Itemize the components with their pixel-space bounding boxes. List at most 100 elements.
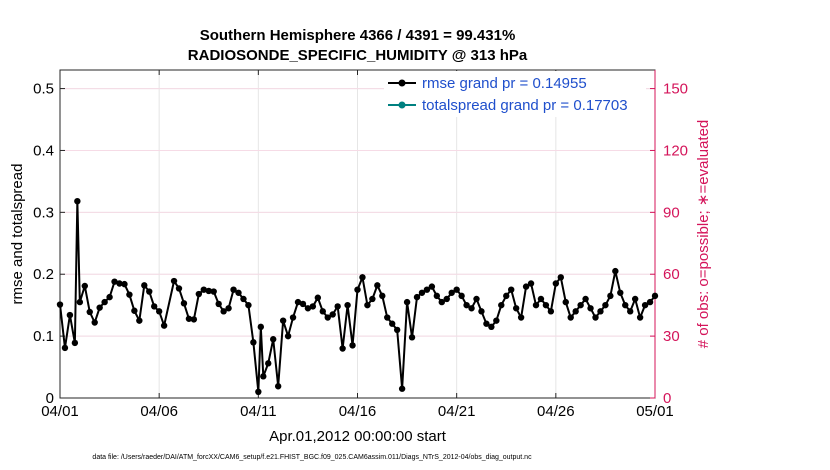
rmse-point	[389, 320, 396, 327]
chart-title: Southern Hemisphere 4366 / 4391 = 99.431…	[200, 27, 516, 44]
rmse-point	[329, 311, 336, 318]
y-tick-label: 0.5	[33, 81, 54, 98]
rmse-point	[453, 286, 460, 293]
rmse-point	[384, 314, 391, 321]
rmse-point	[612, 267, 619, 275]
legend-box	[384, 71, 646, 117]
rmse-point	[562, 298, 569, 306]
rmse-point	[512, 305, 520, 312]
legend-spread-label: totalspread grand pr = 0.17703	[422, 97, 628, 114]
x-tick-label: 04/21	[438, 403, 476, 420]
x-tick-label: 04/06	[140, 403, 178, 420]
rmse-point	[592, 314, 599, 321]
rmse-point	[537, 295, 545, 303]
rmse-point	[170, 277, 178, 285]
rmse-point	[66, 311, 74, 319]
rmse-point	[493, 317, 500, 324]
rmse-point	[61, 344, 69, 352]
rmse-point	[274, 383, 282, 390]
rmse-point	[180, 300, 188, 307]
rmse-point	[473, 295, 480, 303]
rmse-point	[245, 301, 252, 309]
rmse-point	[304, 305, 312, 312]
rmse-point	[478, 308, 485, 315]
rmse-point	[299, 300, 307, 308]
rmse-point	[532, 301, 540, 309]
rmse-point	[438, 298, 445, 306]
rmse-point	[344, 301, 351, 309]
rmse-point	[314, 294, 322, 301]
rmse-point	[468, 305, 475, 312]
rmse-point	[572, 308, 579, 315]
rmse-point	[617, 289, 624, 296]
legend-spread-marker	[398, 101, 406, 109]
footnote: data file: /Users/raeder/DAI/ATM_forcXX/…	[92, 454, 532, 461]
rmse-point	[319, 308, 326, 315]
x-tick-label: 04/01	[41, 403, 79, 420]
rmse-point	[185, 315, 193, 322]
rmse-point	[483, 320, 490, 327]
y2-tick-label: 30	[663, 328, 680, 345]
rmse-point	[359, 274, 366, 281]
rmse-point	[552, 280, 560, 287]
rmse-point	[190, 316, 198, 323]
x-tick-label: 04/11	[240, 403, 276, 420]
legend-rmse-marker	[398, 79, 406, 87]
rmse-point	[641, 301, 649, 309]
rmse-point	[195, 290, 203, 298]
rmse-point	[587, 305, 594, 312]
rmse-point	[106, 293, 113, 301]
rmse-point	[374, 282, 381, 289]
rmse-point	[567, 314, 574, 321]
rmse-point	[398, 385, 406, 392]
rmse-point	[289, 314, 297, 321]
rmse-point	[636, 314, 644, 321]
rmse-point	[354, 286, 361, 293]
rmse-point	[433, 292, 441, 300]
rmse-point	[210, 288, 217, 295]
rmse-point	[627, 308, 634, 315]
rmse-point	[294, 298, 302, 306]
rmse-point	[413, 293, 421, 301]
rmse-point	[265, 360, 272, 367]
y2-tick-label: 60	[663, 266, 680, 283]
rmse-point	[403, 298, 411, 306]
rmse-point	[582, 295, 589, 303]
rmse-point	[126, 291, 133, 298]
rmse-point	[622, 301, 629, 309]
rmse-point	[369, 295, 376, 303]
rmse-point	[131, 307, 138, 314]
rmse-point	[503, 292, 510, 300]
rmse-point	[309, 303, 317, 310]
rmse-point	[230, 286, 237, 293]
legend-rmse-label: rmse grand pr = 0.14955	[422, 75, 587, 92]
rmse-point	[116, 280, 123, 287]
rmse-point	[96, 304, 103, 311]
rmse-point	[255, 388, 262, 396]
rmse-point	[418, 289, 426, 296]
rmse-point	[651, 292, 659, 300]
rmse-point	[284, 332, 292, 340]
rmse-point	[542, 301, 550, 309]
rmse-point	[71, 339, 79, 347]
rmse-point	[175, 285, 183, 292]
rmse-point	[448, 289, 455, 296]
rmse-point	[146, 288, 153, 295]
rmse-point	[240, 295, 247, 303]
rmse-point	[270, 336, 277, 343]
rmse-point	[205, 287, 212, 295]
rmse-point	[364, 301, 371, 309]
rmse-point	[349, 342, 356, 349]
rmse-point	[379, 292, 386, 300]
rmse-point	[443, 295, 450, 303]
rmse-point	[463, 301, 470, 309]
rmse-point	[76, 298, 84, 306]
rmse-point	[498, 301, 505, 309]
x-axis-label: Apr.01,2012 00:00:00 start	[269, 428, 447, 445]
rmse-point	[220, 308, 227, 315]
rmse-point	[121, 280, 128, 288]
rmse-point	[155, 308, 163, 315]
rmse-point	[200, 286, 207, 293]
y-tick-label: 0.1	[33, 328, 54, 345]
rmse-point	[101, 298, 108, 306]
